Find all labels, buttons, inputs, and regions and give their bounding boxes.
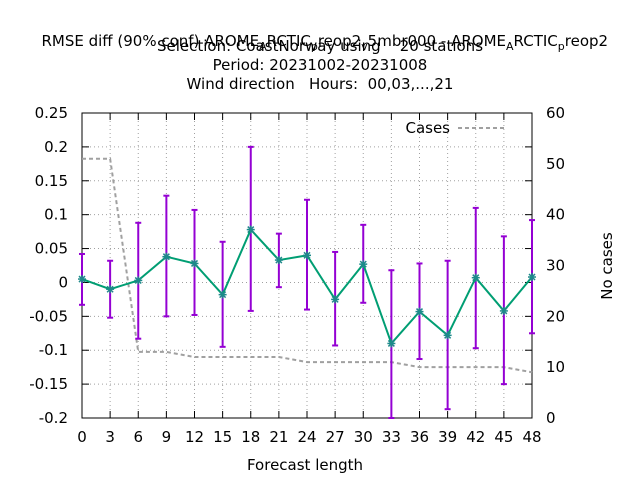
x-tick-label: 12 (185, 428, 204, 446)
data-point-stroke (162, 253, 170, 261)
y2-tick-label: 50 (546, 155, 565, 173)
data-point-stroke (303, 251, 311, 259)
x-tick-label: 48 (522, 428, 541, 446)
chart-title-line-1: RMSE diff (90% conf) AROMEARCTICpreop2v5… (41, 32, 609, 54)
data-point (359, 260, 368, 269)
data-point (415, 307, 424, 316)
data-point-stroke (190, 259, 199, 267)
chart-title-line-3: Period: 20231002-20231008 (212, 56, 428, 74)
data-point (162, 252, 171, 261)
data-point (190, 259, 199, 268)
x-axis: 0 3 6 9 12 15 18 21 24 27 30 33 36 39 42 45 48 (77, 113, 542, 446)
x-tick-label: 15 (213, 428, 232, 446)
data-point (218, 290, 227, 299)
data-point (303, 251, 311, 260)
y-axis-left: 0.25 0.2 0.15 0.1 0.05 0 -0.05 -0.1 -0.15 -0.2 (29, 104, 532, 427)
y-tick-label: -0.15 (29, 375, 68, 393)
data-point-stroke (219, 291, 227, 299)
data-point-stroke (444, 331, 452, 339)
x-tick-label: 9 (162, 428, 172, 446)
y-tick-label: -0.2 (39, 409, 68, 427)
data-point-stroke (387, 339, 395, 347)
data-point-stroke (106, 285, 114, 293)
data-point-stroke (331, 295, 339, 303)
data-point (274, 256, 283, 265)
data-point (246, 225, 255, 234)
y2-tick-label: 10 (546, 358, 565, 376)
y2-tick-label: 0 (546, 409, 556, 427)
data-point (78, 275, 86, 284)
x-tick-label: 39 (438, 428, 457, 446)
data-point-stroke (134, 276, 142, 284)
x-tick-label: 0 (77, 428, 87, 446)
data-point-stroke (500, 307, 508, 315)
y2-tick-label: 40 (546, 206, 565, 224)
y-axis-right: 60 50 40 30 20 10 0 (546, 104, 565, 427)
y-tick-label: 0 (58, 273, 68, 291)
data-point (134, 276, 143, 285)
data-point (387, 339, 396, 348)
x-tick-label: 27 (326, 428, 345, 446)
data-point (331, 295, 340, 304)
x-axis-label: Forecast length (247, 456, 363, 474)
data-point-stroke (247, 226, 255, 234)
data-point-stroke (359, 260, 367, 268)
x-tick-label: 30 (354, 428, 373, 446)
data-point (443, 331, 452, 340)
chart-title-line-2: Selection: CoastNorway using 20 stations (156, 37, 484, 55)
data-point-stroke (415, 308, 424, 316)
y-tick-label: -0.05 (29, 307, 68, 325)
chart-title-line-4: Wind direction Hours: 00,03,...,21 (186, 75, 454, 93)
y2-axis-label: No cases (598, 232, 616, 300)
x-tick-label: 21 (269, 428, 288, 446)
y-tick-label: -0.1 (39, 341, 68, 359)
data-point (528, 273, 536, 282)
x-tick-label: 24 (297, 428, 316, 446)
x-tick-label: 36 (410, 428, 429, 446)
data-point (499, 306, 508, 315)
y-tick-label: 0.05 (35, 240, 68, 258)
y-tick-label: 0.15 (35, 172, 68, 190)
x-tick-label: 18 (241, 428, 260, 446)
y2-tick-label: 60 (546, 104, 565, 122)
x-tick-label: 3 (105, 428, 115, 446)
marker-layer (78, 225, 536, 348)
data-point (106, 285, 115, 294)
x-tick-label: 45 (494, 428, 513, 446)
data-point-stroke (528, 273, 536, 281)
y-tick-label: 0.2 (44, 138, 68, 156)
data-point-stroke (78, 275, 86, 283)
legend-label-cases: Cases (405, 119, 450, 137)
y2-tick-label: 20 (546, 307, 565, 325)
data-point-stroke (275, 256, 283, 264)
x-tick-label: 6 (133, 428, 143, 446)
data-point (471, 273, 480, 282)
y2-tick-label: 30 (546, 257, 565, 275)
cases-layer (82, 157, 533, 374)
data-point-stroke (472, 274, 480, 282)
x-tick-label: 42 (466, 428, 485, 446)
y-tick-label: 0.1 (44, 206, 68, 224)
cases-line (82, 157, 533, 374)
y-tick-label: 0.25 (35, 104, 68, 122)
x-tick-label: 33 (382, 428, 401, 446)
